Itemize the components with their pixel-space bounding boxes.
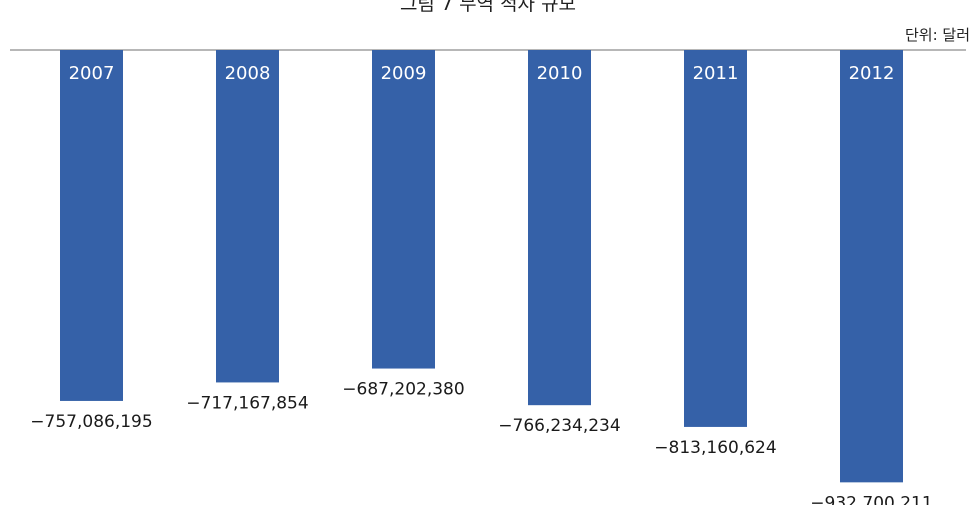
value-label-2010: −766,234,234: [498, 416, 620, 436]
bar-2010: [528, 50, 591, 406]
x-tick-label-2012: 2012: [849, 63, 895, 84]
bar-2007: [60, 50, 123, 401]
x-tick-label-2009: 2009: [381, 63, 427, 84]
x-tick-label-2007: 2007: [69, 63, 115, 84]
value-label-2008: −717,167,854: [186, 393, 308, 413]
x-tick-label-2011: 2011: [693, 63, 739, 84]
value-label-2012: −932,700,211: [810, 493, 932, 505]
bar-2012: [840, 50, 903, 483]
bar-2009: [372, 50, 435, 369]
unit-label: 단위: 달러: [904, 26, 970, 44]
value-label-2009: −687,202,380: [342, 380, 464, 400]
value-label-2007: −757,086,195: [30, 412, 152, 432]
bar-2008: [216, 50, 279, 383]
bar-2011: [684, 50, 747, 427]
x-tick-label-2010: 2010: [537, 63, 583, 84]
chart-title: 그림 7 무역 적자 규모: [399, 0, 577, 15]
value-label-2011: −813,160,624: [654, 438, 776, 458]
x-tick-label-2008: 2008: [225, 63, 271, 84]
